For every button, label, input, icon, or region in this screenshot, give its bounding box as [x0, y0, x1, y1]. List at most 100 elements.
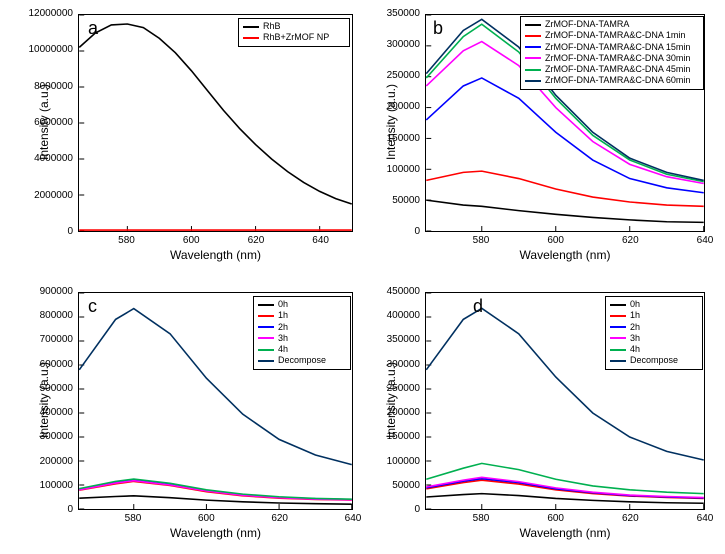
legend-swatch — [525, 57, 541, 59]
legend-label: 2h — [630, 322, 640, 333]
ytick-label: 300000 — [365, 39, 420, 50]
xtick-label: 640 — [306, 235, 336, 246]
y-axis-label: Intensity (a.u.) — [384, 84, 398, 160]
series-line — [79, 24, 351, 204]
legend-label: RhB+ZrMOF NP — [263, 32, 329, 43]
legend-entry: 2h — [610, 322, 698, 333]
xtick-label: 620 — [615, 513, 645, 524]
legend-label: RhB — [263, 21, 281, 32]
legend-entry: 0h — [258, 299, 346, 310]
xtick-label: 640 — [690, 235, 720, 246]
legend-swatch — [610, 349, 626, 351]
xtick-label: 600 — [541, 513, 571, 524]
legend-entry: 4h — [610, 344, 698, 355]
legend-swatch — [243, 37, 259, 39]
legend-label: 3h — [630, 333, 640, 344]
xtick-label: 600 — [176, 235, 206, 246]
legend-entry: RhB — [243, 21, 345, 32]
panel-letter-c: c — [88, 296, 97, 317]
series-line — [426, 494, 703, 504]
legend-d: 0h1h2h3h4hDecompose — [605, 296, 703, 370]
xtick-label: 640 — [338, 513, 368, 524]
ytick-label: 450000 — [365, 286, 420, 297]
ytick-label: 0 — [18, 226, 73, 237]
legend-entry: ZrMOF-DNA-TAMRA&C-DNA 60min — [525, 75, 699, 86]
x-axis-label: Wavelength (nm) — [166, 248, 266, 262]
legend-label: ZrMOF-DNA-TAMRA&C-DNA 30min — [545, 53, 690, 64]
ytick-label: 350000 — [365, 334, 420, 345]
legend-swatch — [610, 304, 626, 306]
x-axis-label: Wavelength (nm) — [515, 248, 615, 262]
legend-entry: ZrMOF-DNA-TAMRA&C-DNA 15min — [525, 42, 699, 53]
legend-swatch — [525, 80, 541, 82]
legend-swatch — [610, 360, 626, 362]
ytick-label: 10000000 — [18, 44, 73, 55]
legend-label: 3h — [278, 333, 288, 344]
legend-label: ZrMOF-DNA-TAMRA&C-DNA 15min — [545, 42, 690, 53]
xtick-label: 620 — [265, 513, 295, 524]
plot-a — [78, 14, 353, 232]
legend-entry: 3h — [258, 333, 346, 344]
legend-label: 0h — [278, 299, 288, 310]
ytick-label: 900000 — [18, 286, 73, 297]
series-line — [426, 171, 703, 206]
legend-label: Decompose — [278, 355, 326, 366]
legend-label: ZrMOF-DNA-TAMRA&C-DNA 45min — [545, 64, 690, 75]
xtick-label: 580 — [112, 235, 142, 246]
legend-entry: 1h — [610, 310, 698, 321]
legend-swatch — [610, 315, 626, 317]
legend-label: 2h — [278, 322, 288, 333]
ytick-label: 700000 — [18, 334, 73, 345]
xtick-label: 580 — [466, 513, 496, 524]
legend-swatch — [258, 315, 274, 317]
legend-label: 1h — [278, 310, 288, 321]
legend-swatch — [610, 326, 626, 328]
legend-swatch — [525, 24, 541, 26]
xtick-label: 600 — [191, 513, 221, 524]
ytick-label: 350000 — [365, 8, 420, 19]
legend-swatch — [525, 46, 541, 48]
legend-label: 1h — [630, 310, 640, 321]
y-axis-label: Intensity (a.u.) — [37, 362, 51, 438]
figure-container: 5806006206400200000040000006000000800000… — [0, 0, 725, 554]
chart-svg-a — [79, 15, 352, 231]
xtick-label: 580 — [466, 235, 496, 246]
legend-swatch — [243, 26, 259, 28]
xtick-label: 620 — [615, 235, 645, 246]
legend-entry: RhB+ZrMOF NP — [243, 32, 345, 43]
ytick-label: 100000 — [18, 480, 73, 491]
legend-entry: 0h — [610, 299, 698, 310]
legend-label: 0h — [630, 299, 640, 310]
panel-letter-b: b — [433, 18, 443, 39]
legend-swatch — [258, 304, 274, 306]
ytick-label: 0 — [365, 226, 420, 237]
ytick-label: 50000 — [365, 480, 420, 491]
legend-c: 0h1h2h3h4hDecompose — [253, 296, 351, 370]
xtick-label: 600 — [541, 235, 571, 246]
legend-entry: 2h — [258, 322, 346, 333]
legend-label: ZrMOF-DNA-TAMRA&C-DNA 1min — [545, 30, 685, 41]
legend-label: 4h — [630, 344, 640, 355]
ytick-label: 100000 — [365, 164, 420, 175]
legend-swatch — [258, 349, 274, 351]
legend-label: ZrMOF-DNA-TAMRA&C-DNA 60min — [545, 75, 690, 86]
legend-swatch — [258, 337, 274, 339]
legend-swatch — [258, 326, 274, 328]
legend-b: ZrMOF-DNA-TAMRAZrMOF-DNA-TAMRA&C-DNA 1mi… — [520, 16, 704, 90]
legend-label: Decompose — [630, 355, 678, 366]
x-axis-label: Wavelength (nm) — [166, 526, 266, 540]
xtick-label: 620 — [241, 235, 271, 246]
legend-entry: ZrMOF-DNA-TAMRA&C-DNA 1min — [525, 30, 699, 41]
legend-entry: ZrMOF-DNA-TAMRA&C-DNA 30min — [525, 53, 699, 64]
legend-swatch — [258, 360, 274, 362]
y-axis-label: Intensity (a.u.) — [37, 84, 51, 160]
legend-entry: 4h — [258, 344, 346, 355]
ytick-label: 2000000 — [18, 190, 73, 201]
xtick-label: 580 — [118, 513, 148, 524]
panel-letter-a: a — [88, 18, 98, 39]
legend-entry: 3h — [610, 333, 698, 344]
ytick-label: 250000 — [365, 70, 420, 81]
series-line — [426, 200, 703, 222]
legend-entry: ZrMOF-DNA-TAMRA&C-DNA 45min — [525, 64, 699, 75]
legend-label: 4h — [278, 344, 288, 355]
